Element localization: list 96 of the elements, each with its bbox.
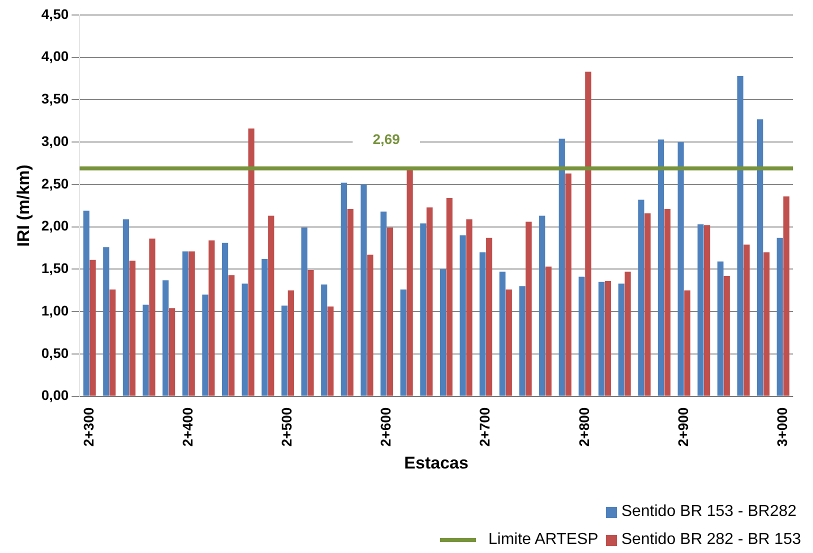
bar <box>142 304 149 396</box>
bar <box>321 284 328 396</box>
y-tick-label: 3,50 <box>41 90 69 107</box>
bar <box>598 282 605 396</box>
bar <box>440 269 446 396</box>
y-tick-label: 0,00 <box>41 387 69 404</box>
bar <box>281 306 288 396</box>
bar <box>308 270 314 396</box>
bar <box>684 290 690 396</box>
bar <box>129 260 136 396</box>
bar <box>168 308 176 396</box>
bar <box>446 198 453 396</box>
bar <box>208 240 215 396</box>
y-tick-label: 3,00 <box>41 132 69 149</box>
bar <box>262 259 268 396</box>
bar <box>347 209 354 396</box>
bar <box>420 223 426 396</box>
bar <box>698 224 704 396</box>
x-tick-label: 2+900 <box>674 407 691 447</box>
bar <box>188 251 195 396</box>
bar <box>757 119 764 396</box>
bar <box>618 284 624 396</box>
bar <box>724 276 730 396</box>
annotation: 2,69 <box>372 131 400 148</box>
bar <box>644 213 651 396</box>
bar <box>400 290 406 396</box>
bar <box>83 210 90 396</box>
x-tick-label: 2+800 <box>576 407 592 447</box>
bar <box>90 260 96 396</box>
bar <box>301 228 308 396</box>
y-tick-label: 0,50 <box>41 344 69 361</box>
y-axis-title: IRI (m/km) <box>14 164 33 247</box>
x-tick-label: 2+700 <box>476 407 493 447</box>
legend-label: Limite ARTESP <box>488 531 598 549</box>
bar <box>604 281 612 396</box>
bar <box>678 142 684 396</box>
bar <box>704 225 710 396</box>
bar <box>776 238 783 396</box>
bar <box>367 254 374 396</box>
bar <box>222 242 228 396</box>
bar <box>763 252 770 396</box>
bar <box>638 200 644 396</box>
x-tick-label: 2+500 <box>278 407 295 447</box>
y-tick-label: 1,50 <box>41 260 69 276</box>
bar <box>360 184 367 396</box>
bar <box>406 169 413 396</box>
x-tick-label: 3+000 <box>774 407 790 447</box>
x-tick-label: 2+400 <box>179 407 196 447</box>
bar <box>103 247 110 396</box>
bar <box>585 72 592 396</box>
bar <box>328 306 334 396</box>
y-tick-label: 2,50 <box>41 175 69 192</box>
bar <box>242 284 248 396</box>
x-tick-label: 2+300 <box>80 407 96 447</box>
bar <box>386 228 394 396</box>
bar <box>539 216 546 396</box>
bar <box>268 216 274 396</box>
bar <box>624 272 631 396</box>
bar <box>558 138 565 396</box>
bar <box>526 222 532 396</box>
bar <box>783 196 790 396</box>
bar <box>228 275 235 396</box>
bar <box>717 262 724 396</box>
y-tick-label: 1,00 <box>41 302 69 318</box>
bar <box>122 219 130 396</box>
legend-label: Sentido BR 282 - BR 153 <box>621 531 801 549</box>
y-tick-label: 2,00 <box>41 218 69 234</box>
bar <box>480 252 486 396</box>
y-tick-label: 4,00 <box>41 48 69 64</box>
legend-label: Sentido BR 153 - BR282 <box>621 503 797 521</box>
bar <box>565 173 572 396</box>
bar <box>426 207 433 396</box>
bar <box>519 286 526 396</box>
bar <box>110 290 116 396</box>
bar <box>380 212 387 396</box>
bar <box>288 290 294 396</box>
bar <box>466 219 472 396</box>
bar <box>486 238 492 396</box>
bar <box>499 272 506 396</box>
x-axis-title: Estacas <box>404 453 468 472</box>
bar <box>162 280 169 396</box>
bar <box>506 290 512 396</box>
bar <box>664 209 670 396</box>
bar <box>248 128 254 396</box>
bar <box>545 266 552 396</box>
bar <box>202 294 208 396</box>
bar <box>658 140 664 396</box>
y-tick-label: 4,50 <box>41 6 69 22</box>
bar <box>460 235 466 396</box>
bar <box>340 182 347 396</box>
bar <box>737 76 744 396</box>
bar <box>744 244 750 396</box>
bar <box>182 251 188 396</box>
x-tick-label: 2+600 <box>378 407 394 447</box>
bar <box>578 276 585 396</box>
bar <box>149 238 156 396</box>
